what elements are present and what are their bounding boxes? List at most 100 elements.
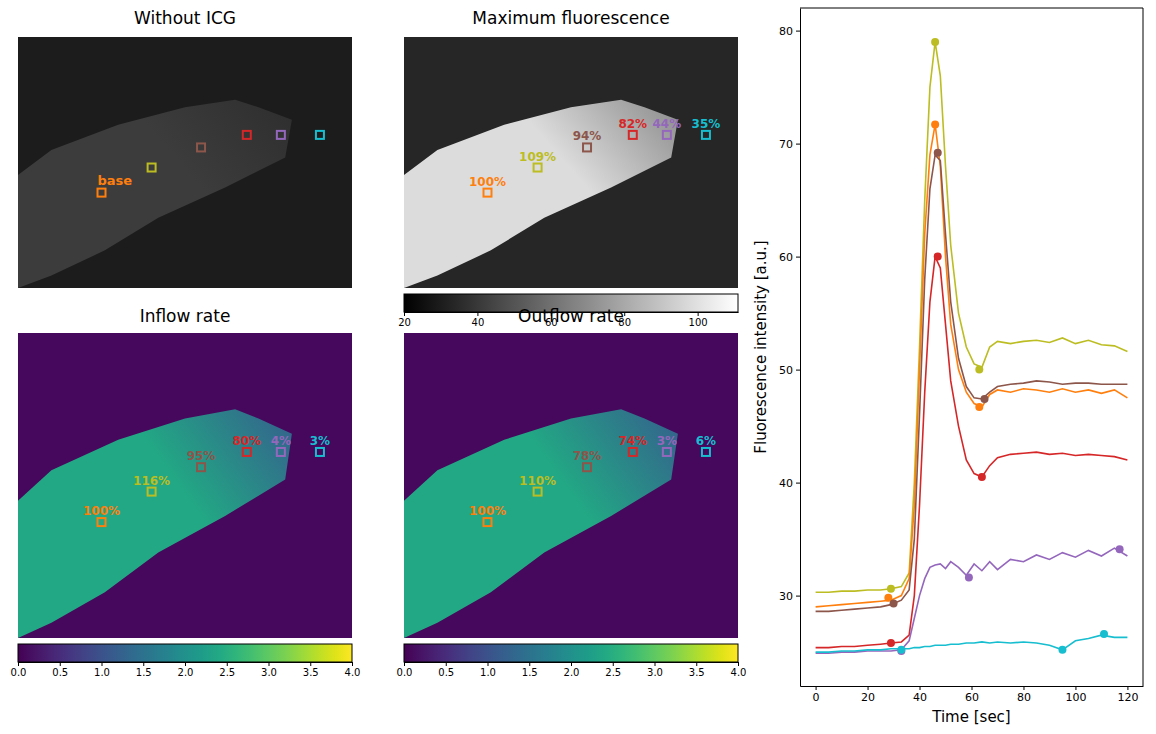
tick-mark [185,662,186,666]
tick-label: 0.5 [52,667,68,678]
colorbar [18,644,352,662]
tick: 2.5 [605,662,621,678]
tick: 50 [779,364,800,377]
tick: 40 [779,477,800,490]
marker [887,585,895,593]
data-label: 6% [696,434,716,448]
tick: 60 [779,251,800,264]
marker [887,639,895,647]
tick: 60 [965,686,979,704]
tick-mark [1127,686,1128,690]
tick-label: 3.0 [261,667,277,678]
colorbar [404,644,738,662]
tick: 20 [861,686,875,704]
tick-mark [488,662,489,666]
marker [934,253,942,261]
tick-label: 3.5 [689,667,705,678]
tick-label: 2.5 [219,667,235,678]
roi [277,131,285,139]
image-background [404,333,738,638]
roi-label: base [98,173,133,188]
tick-mark [696,662,697,666]
tick: 1.5 [522,662,538,678]
tick-label: 50 [779,364,793,377]
roi [629,131,637,139]
series-line [816,42,1128,592]
plot-area [816,38,1128,655]
image-background [18,333,352,638]
tick-mark [1075,686,1076,690]
tick-mark [18,662,19,666]
roi [484,518,492,526]
tick-mark [227,662,228,666]
axis: 0.00.51.01.52.02.53.03.54.0 [397,662,747,678]
roi [534,164,542,172]
marker [980,395,988,403]
panel-title: Outflow rate [518,306,624,326]
marker [931,38,939,46]
series-line [816,124,1128,607]
tissue [404,100,678,288]
data-label: 100% [469,175,506,189]
marker [897,646,905,654]
data-label: 78% [573,449,602,463]
marker [965,574,973,582]
data-label: 109% [519,150,556,164]
data-label: 3% [657,434,677,448]
tick-mark [477,312,478,316]
tick: 1.5 [136,662,152,678]
tick: 40 [913,686,927,704]
tick-mark [102,662,103,666]
tick-label: 60 [779,251,793,264]
y-axis-title: Fluorescence intensity [a.u.] [752,240,770,453]
tick: 70 [779,138,800,151]
tick-label: 60 [965,691,979,704]
roi [148,164,156,172]
data-label: 116% [133,474,170,488]
panel-title: Maximum fluorescence [472,8,669,28]
roi [98,189,106,197]
tick-label: 70 [779,138,793,151]
marker [1058,646,1066,654]
tick-label: 3.0 [647,667,663,678]
tissue [404,409,678,638]
roi [663,131,671,139]
tick-label: 80 [779,25,793,38]
marker [934,149,942,157]
tick-label: 40 [472,317,485,328]
tick-mark [796,483,800,484]
tick-label: 0.0 [11,667,27,678]
frame [1143,8,1144,686]
tick: 4.0 [345,662,361,678]
tick-label: 2.0 [564,667,580,678]
tick: 2.5 [219,662,235,678]
tick: 0 [813,686,820,704]
tick-mark [1023,686,1024,690]
tick-mark [446,662,447,666]
tick: 0.0 [397,662,413,678]
tissue [18,409,292,638]
axis-line [800,9,801,687]
tick-mark [698,312,699,316]
tick-label: 1.5 [522,667,538,678]
tissue [18,100,292,288]
tick-label: 40 [913,691,927,704]
roi [534,488,542,496]
tick: 3.5 [689,662,705,678]
tick-label: 1.0 [480,667,496,678]
panel-title: Without ICG [134,8,236,28]
tick-label: 100 [689,317,708,328]
data-label: 100% [83,504,120,518]
roi [277,448,285,456]
tick-label: 0.5 [438,667,454,678]
roi [243,448,251,456]
tick-label: 30 [779,590,793,603]
roi [316,131,324,139]
axis: 0.00.51.01.52.02.53.03.54.0 [11,662,361,678]
tick-mark [613,662,614,666]
tick-mark [796,370,800,371]
tick: 120 [1117,686,1138,704]
roi [148,488,156,496]
tick-mark [404,312,405,316]
tick-mark [269,662,270,666]
